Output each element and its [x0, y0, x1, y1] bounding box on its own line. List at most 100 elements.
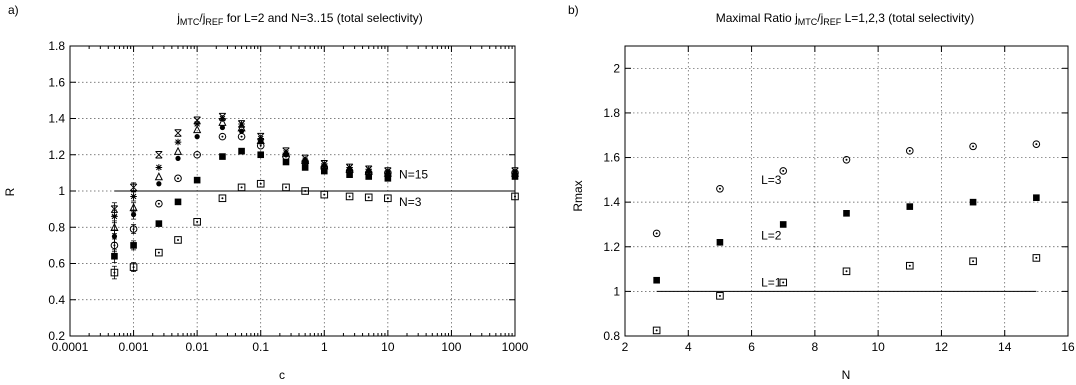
data-point-series-1: [1032, 140, 1041, 148]
data-point-series-2: [1033, 194, 1040, 201]
x-tick-label: 14: [998, 340, 1012, 354]
data-point-series-3: [174, 174, 182, 183]
data-point-series-1: [969, 142, 977, 151]
data-point-series-2: [111, 252, 118, 260]
data-point-series-3: [716, 292, 724, 300]
data-point-series-5: [193, 124, 202, 134]
y-tick-label: 1.6: [603, 151, 620, 165]
data-point-series-2: [282, 158, 290, 166]
data-point-series-4: [156, 181, 162, 187]
data-point-series-7: [257, 132, 265, 141]
chart-b-ylabel: Rmax: [571, 180, 585, 211]
chart-a-plot-frame: [69, 45, 516, 337]
data-point-series-2: [779, 221, 787, 228]
data-point-series-1: [218, 194, 227, 203]
data-point-series-1: [110, 268, 119, 277]
data-point-series-7: [155, 150, 163, 159]
y-tick-label: 1.2: [603, 240, 620, 254]
annotation-label: L=2: [761, 229, 782, 243]
data-point-series-2: [716, 239, 724, 246]
data-point-series-7: [384, 167, 392, 175]
chart-a-xlabel: c: [279, 368, 285, 382]
data-point-series-7: [174, 129, 182, 137]
data-point-series-3: [842, 267, 851, 276]
data-point-series-1: [345, 192, 354, 201]
data-point-series-7: [193, 116, 201, 125]
data-point-series-7: [301, 154, 309, 163]
y-tick-label: 0.6: [48, 257, 65, 271]
data-point-series-2: [843, 210, 850, 217]
y-tick-label: 2: [613, 61, 620, 75]
data-point-series-7: [320, 160, 328, 168]
data-point-series-1: [842, 155, 851, 164]
data-point-series-2: [193, 176, 201, 184]
chart-b-xlabel: N: [842, 368, 851, 382]
data-point-series-6: [174, 138, 182, 146]
data-point-series-5: [110, 222, 119, 232]
data-point-series-1: [905, 147, 914, 155]
x-tick-label: 1000: [502, 340, 529, 354]
x-tick-label: 10: [871, 340, 885, 354]
data-point-series-1: [129, 263, 138, 271]
annotation-label: L=1: [761, 275, 782, 289]
y-tick-label: 1.8: [603, 106, 620, 120]
data-point-series-7: [129, 183, 138, 192]
y-tick-label: 0.2: [48, 329, 65, 343]
y-tick-label: 1.2: [48, 148, 65, 162]
data-point-series-1: [174, 236, 182, 244]
data-point-series-3: [779, 278, 788, 287]
data-point-series-5: [129, 202, 138, 212]
data-point-series-4: [194, 134, 200, 140]
chart-b-title: Maximal Ratio jMTC/jREF L=1,2,3 (total s…: [716, 11, 975, 27]
data-point-series-2: [130, 242, 137, 249]
y-tick-label: 1.4: [48, 112, 65, 126]
data-point-series-1: [301, 187, 309, 195]
x-tick-label: 16: [1061, 340, 1075, 354]
data-point-series-4: [219, 124, 226, 131]
data-point-series-1: [779, 167, 788, 175]
data-point-series-4: [175, 155, 181, 161]
data-point-series-2: [219, 153, 226, 160]
y-tick-label: 1: [613, 284, 620, 298]
data-point-series-7: [218, 112, 227, 121]
data-point-series-6: [257, 135, 265, 142]
data-point-series-1: [237, 183, 246, 192]
data-point-series-3: [905, 261, 914, 270]
data-point-series-3: [129, 225, 138, 233]
chart-a-title: jMTC/jREF for L=2 and N=3..15 (total sel…: [176, 11, 423, 27]
data-point-series-1: [320, 190, 329, 199]
data-point-series-3: [218, 132, 227, 141]
data-point-series-5: [173, 146, 183, 155]
data-point-series-6: [111, 213, 118, 220]
data-point-series-5: [154, 172, 163, 181]
data-point-series-1: [155, 248, 163, 257]
x-tick-label: 0.0001: [52, 340, 89, 354]
data-point-series-4: [111, 233, 118, 239]
data-point-series-6: [130, 193, 137, 200]
x-tick-label: 100: [441, 340, 461, 354]
chart-a-ylabel: R: [3, 187, 17, 196]
data-point-series-6: [219, 115, 226, 122]
data-point-series-5: [218, 117, 227, 126]
data-point-series-2: [384, 175, 392, 182]
x-tick-label: 10: [381, 340, 395, 354]
data-point-series-1: [364, 193, 373, 202]
y-tick-label: 0.8: [603, 329, 620, 343]
data-point-series-7: [282, 147, 290, 155]
data-point-series-2: [653, 276, 660, 284]
x-tick-label: 1: [321, 340, 328, 354]
data-point-series-6: [155, 164, 163, 171]
chart-b-plot-frame: [624, 45, 1069, 337]
x-tick-label: 12: [935, 340, 949, 354]
x-tick-label: 6: [748, 340, 755, 354]
x-tick-label: 0.01: [185, 340, 209, 354]
panel-b-label: b): [568, 3, 579, 17]
y-tick-label: 0.8: [48, 220, 65, 234]
data-point-series-6: [282, 149, 290, 157]
y-tick-label: 1: [58, 184, 65, 198]
annotation-label: L=3: [761, 173, 782, 187]
y-tick-label: 1.8: [48, 39, 65, 53]
data-point-series-3: [193, 150, 201, 159]
data-point-series-1: [716, 184, 724, 193]
